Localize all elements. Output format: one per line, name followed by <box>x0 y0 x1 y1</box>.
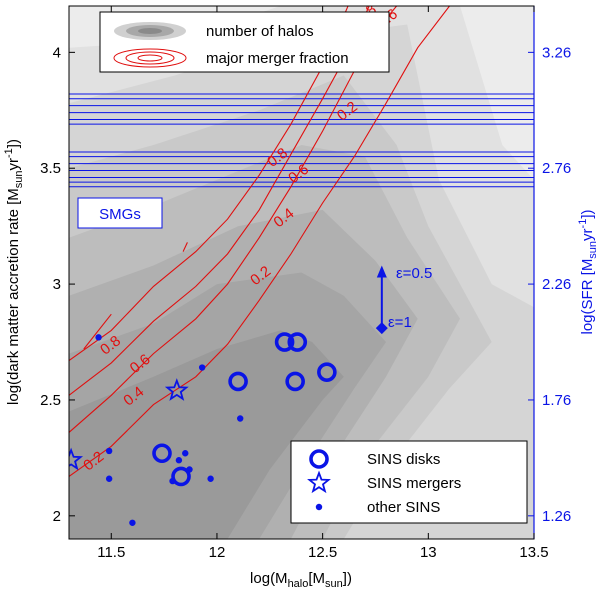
sins-merger-point <box>69 447 84 471</box>
merger-contour-fragment <box>182 242 188 252</box>
sins-disk-point <box>228 371 248 392</box>
y-axis-right-label: log(SFR [Msunyr-1]) <box>577 209 599 334</box>
epsilon-diamond-marker <box>375 322 388 335</box>
legend-bottom-box <box>290 440 528 524</box>
merger-contour-0.2 <box>69 6 450 477</box>
sins-disk-point <box>171 466 191 487</box>
y-tick-label: 2.5 <box>40 392 61 409</box>
halo-density-contours <box>69 6 534 539</box>
right-y-tick-label: 2.26 <box>542 276 571 293</box>
axes: 11.5 12 12.5 13 13.5 2 2.5 3 3.5 4 1.26 1.76 2.26 2.7… <box>40 5 571 561</box>
red-ellipses-icon <box>113 48 187 68</box>
red-ellipses-icon-inner <box>125 51 175 65</box>
merger-contour-fragment <box>83 313 112 350</box>
ring-marker-icon <box>309 449 329 469</box>
legend-bottom-label: other SINS <box>367 499 440 516</box>
other-sins-point <box>198 364 206 371</box>
y-axis-left-label: log(dark matter accretion rate [Msunyr-1… <box>3 139 25 405</box>
sins-points <box>69 265 388 526</box>
x-tick-label: 11.5 <box>97 544 125 561</box>
epsilon-arrow-head <box>376 265 387 278</box>
x-tick-label: 13 <box>420 544 437 561</box>
sins-disk-point <box>285 371 305 392</box>
other-sins-point <box>129 519 136 526</box>
legend-top-label: major merger fraction <box>206 50 349 67</box>
y-tick-label: 2 <box>53 508 61 525</box>
right-y-tick-label: 2.76 <box>542 160 571 177</box>
x-tick-label: 12.5 <box>308 544 337 561</box>
x-axis-label: log(Mhalo[Msun]) <box>250 570 352 590</box>
dot-marker-icon <box>315 503 323 511</box>
right-y-tick-label: 1.26 <box>542 508 571 525</box>
legend-bottom-label: SINS disks <box>367 451 440 468</box>
legends: number of halos major merger fraction SINS… <box>99 11 528 524</box>
other-sins-point <box>175 457 183 464</box>
legend-top-label: number of halos <box>206 23 314 40</box>
y-tick-label: 3 <box>53 276 61 293</box>
merger-contour-0.8 <box>69 6 349 362</box>
sins-disk-point <box>152 443 172 464</box>
y-tick-label: 4 <box>53 44 61 61</box>
x-tick-label: 13.5 <box>519 544 548 561</box>
sins-disk-point <box>287 332 308 352</box>
x-tick-label: 12 <box>209 544 226 561</box>
sins-merger-point <box>164 378 189 401</box>
y-tick-label: 3.5 <box>40 160 61 177</box>
star-marker-icon <box>307 470 331 494</box>
epsilon-high-label: ε=0.5 <box>396 265 432 282</box>
smg-label-box: SMGs <box>77 197 163 229</box>
other-sins-point <box>237 415 244 422</box>
right-y-tick-label: 1.76 <box>542 392 571 409</box>
sins-disk-point <box>274 332 295 352</box>
other-sins-point <box>105 475 113 482</box>
halo-band <box>69 330 344 539</box>
red-ellipses-icon-core <box>137 54 163 62</box>
other-sins-point <box>182 450 189 457</box>
right-y-tick-label: 3.26 <box>542 44 571 61</box>
legend-top-box <box>99 11 390 73</box>
other-sins-point <box>207 475 214 482</box>
other-sins-point <box>95 334 102 341</box>
other-sins-point <box>105 447 113 455</box>
legend-bottom-label: SINS mergers <box>367 475 461 492</box>
sins-disk-point <box>317 362 337 382</box>
gray-ellipses-icon-core <box>138 28 162 34</box>
smg-label: SMGs <box>99 206 141 223</box>
epsilon-low-label: ε=1 <box>388 314 412 331</box>
